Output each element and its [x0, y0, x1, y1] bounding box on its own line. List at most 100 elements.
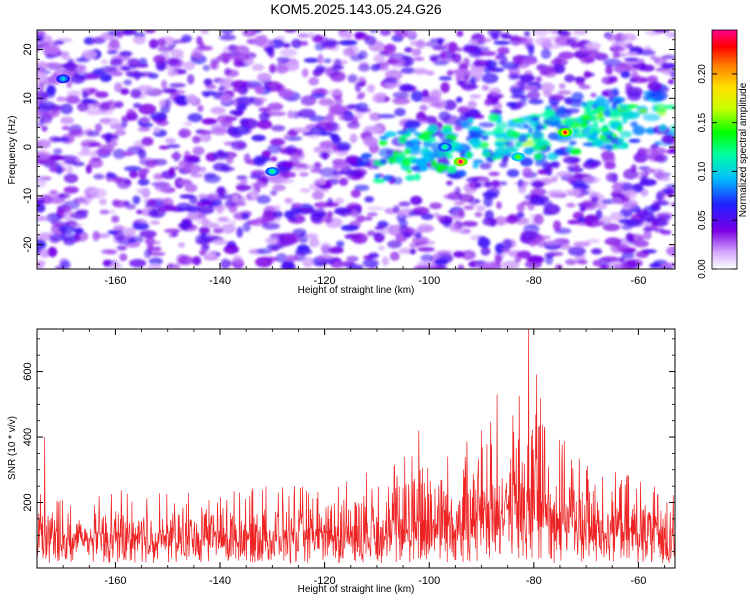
heatmap-cell: [346, 255, 359, 262]
heatmap-cell: [506, 130, 518, 138]
heatmap-cell: [236, 226, 244, 238]
heatmap-cell: [527, 90, 540, 100]
heatmap-cell: [378, 245, 385, 251]
heatmap-cell: [132, 222, 150, 231]
heatmap-cell: [564, 188, 581, 197]
heatmap-cell: [149, 38, 159, 49]
heatmap-cell: [407, 30, 416, 39]
heatmap-cell: [233, 45, 250, 57]
heatmap-cell: [516, 211, 525, 219]
heatmap-cell: [309, 126, 327, 136]
heatmap-cell: [386, 58, 399, 65]
heatmap-cell: [438, 76, 453, 81]
heatmap-cell: [310, 168, 322, 173]
heatmap-cell: [123, 79, 133, 86]
heatmap-cell: [454, 186, 461, 196]
heatmap-cell: [218, 52, 233, 62]
heatmap-cell: [553, 148, 565, 156]
heatmap-cell: [283, 134, 290, 140]
heatmap-cell: [347, 121, 360, 129]
heatmap-cell: [591, 131, 598, 139]
heatmap-cell: [536, 64, 548, 71]
heatmap-cell: [358, 63, 371, 72]
heatmap-cell: [660, 229, 672, 235]
heatmap-cell: [147, 198, 156, 205]
heatmap-cell: [649, 262, 662, 269]
heatmap-cell: [150, 240, 161, 245]
y-tick-label: 400: [22, 428, 34, 446]
heatmap-cell: [463, 205, 475, 210]
heatmap-cell: [232, 194, 240, 203]
heatmap-cell: [458, 193, 475, 203]
heatmap-cell: [326, 112, 335, 123]
heatmap-cell: [481, 73, 499, 84]
heatmap-cell: [430, 159, 438, 168]
heatmap-cell: [652, 30, 670, 34]
heatmap-cell: [198, 226, 210, 235]
heatmap-cell: [455, 96, 463, 103]
heatmap-cell: [535, 36, 551, 46]
heatmap-cell: [410, 195, 423, 206]
heatmap-cell: [53, 148, 63, 155]
heatmap-cell: [198, 206, 215, 215]
heatmap-cell: [311, 34, 324, 43]
heatmap-cell: [249, 174, 262, 180]
heatmap-cell: [75, 209, 89, 215]
y-tick-label: -20: [22, 237, 34, 253]
heatmap-cell: [158, 145, 170, 150]
heatmap-cell: [665, 32, 675, 38]
heatmap-cell: [654, 56, 664, 66]
heatmap-cell: [534, 235, 551, 240]
heatmap-cell: [420, 213, 434, 221]
heatmap-cell: [172, 231, 179, 237]
heatmap-cell: [586, 106, 592, 111]
heatmap-cell: [196, 35, 203, 46]
heatmap-cell: [324, 215, 333, 224]
heatmap-cell: [256, 194, 271, 204]
heatmap-cell: [37, 216, 52, 221]
heatmap-cell: [372, 178, 386, 184]
heatmap-cell: [126, 108, 136, 120]
heatmap-cell: [334, 197, 345, 205]
heatmap-cell: [307, 32, 315, 39]
heatmap-cell: [334, 207, 350, 214]
heatmap-cell: [125, 204, 136, 210]
heatmap-cell: [435, 166, 445, 173]
heatmap-cell: [534, 153, 543, 160]
heatmap-cell: [294, 163, 306, 168]
heatmap-cell: [483, 181, 492, 188]
heatmap-cell: [168, 167, 175, 176]
heatmap-cell: [37, 30, 46, 37]
heatmap-cell: [284, 30, 297, 33]
heatmap-cell: [331, 261, 344, 269]
heatmap-cell: [86, 130, 100, 137]
heatmap-cell: [114, 129, 126, 136]
heatmap-cell: [97, 109, 114, 115]
heatmap-cell: [653, 172, 668, 179]
heatmap-cell: [101, 117, 120, 126]
heatmap-cell: [488, 171, 500, 177]
heatmap-cell: [606, 33, 617, 42]
heatmap-cell: [511, 118, 523, 123]
heatmap-cell: [240, 178, 248, 185]
heatmap-cell: [246, 80, 262, 87]
heatmap-cell: [550, 175, 558, 183]
heatmap-cell: [181, 220, 189, 231]
heatmap-cell: [630, 76, 648, 83]
heatmap-cell: [479, 162, 492, 170]
heatmap-cell: [93, 173, 105, 180]
heatmap-cell: [495, 121, 508, 131]
heatmap-cell: [109, 209, 116, 214]
heatmap-cell: [543, 204, 561, 215]
heatmap-cell: [378, 140, 388, 146]
heatmap-cell: [612, 51, 620, 59]
heatmap-cell: [327, 197, 333, 207]
heatmap-cell: [132, 195, 141, 205]
heatmap-cell: [356, 156, 370, 167]
heatmap-cell: [89, 188, 107, 199]
heatmap-cell: [515, 141, 523, 148]
heatmap-cell: [536, 238, 546, 248]
heatmap-cell: [570, 159, 578, 164]
heatmap-cell: [197, 104, 204, 113]
heatmap-cell: [456, 30, 464, 37]
